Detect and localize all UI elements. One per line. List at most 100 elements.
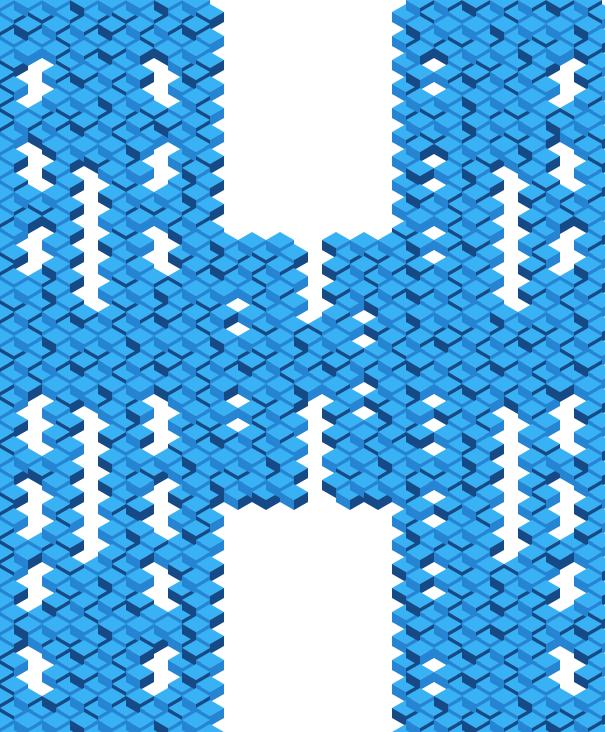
cube-left-face	[406, 72, 420, 90]
cube-right-face	[420, 72, 434, 90]
cube-left-face	[434, 384, 448, 402]
cube-left-face	[406, 528, 420, 546]
cube-right-face	[210, 516, 224, 534]
cube-left-face	[42, 0, 56, 18]
cube-left-face	[126, 24, 140, 42]
cube	[14, 448, 42, 474]
cube-left-face	[182, 360, 196, 378]
cube-left-face	[322, 288, 336, 306]
cube-left-face	[70, 96, 84, 114]
cube-right-face	[490, 204, 504, 222]
cube-right-face	[294, 300, 308, 318]
cube-left-face	[126, 216, 140, 234]
cube-left-face	[182, 696, 196, 714]
cube-top-face	[154, 0, 182, 8]
cube-right-face	[602, 258, 605, 270]
cube-left-face	[182, 672, 196, 690]
cube-left-face	[182, 192, 196, 210]
cube-right-face	[350, 396, 364, 414]
cube-top-face	[0, 472, 14, 488]
cube-left-face	[462, 576, 476, 594]
cube-top-face	[42, 0, 70, 8]
cube-left-face	[182, 336, 196, 354]
cube-left-face	[322, 312, 336, 330]
cube-right-face	[140, 552, 154, 570]
cube-right-face	[140, 576, 154, 594]
cube-left-face	[462, 480, 476, 498]
cube	[126, 232, 154, 258]
cube	[126, 376, 154, 402]
cube-left-face	[518, 336, 532, 354]
cube-left-face	[168, 516, 182, 534]
cube	[14, 208, 42, 234]
cube-left-face	[42, 240, 56, 258]
cube-left-face	[168, 156, 182, 174]
cube-right-face	[238, 492, 252, 510]
cube-right-face	[14, 228, 28, 246]
cube-right-face	[14, 564, 28, 582]
cube-left-face	[518, 24, 532, 42]
cube	[406, 40, 434, 66]
cube-left-face	[168, 396, 182, 414]
cube	[210, 280, 238, 306]
cube-left-face	[574, 72, 588, 90]
cube-left-face	[252, 492, 266, 510]
cube-left-face	[98, 552, 112, 570]
cube-left-face	[574, 648, 588, 666]
cube-right-face	[560, 552, 574, 570]
cube-left-face	[14, 720, 28, 732]
cube-left-face	[70, 384, 84, 402]
cube-left-face	[42, 24, 56, 42]
cube-left-face	[42, 96, 56, 114]
cube	[294, 376, 322, 402]
cube-left-face	[98, 0, 112, 18]
cube-right-face	[210, 84, 224, 102]
cube-right-face	[602, 546, 605, 558]
cube-right-face	[546, 84, 560, 102]
cube-left-face	[406, 648, 420, 666]
cube-left-face	[98, 408, 112, 426]
cube-left-face	[546, 120, 560, 138]
cube-right-face	[294, 420, 308, 438]
cube-right-face	[70, 252, 84, 270]
cube-left-face	[518, 0, 532, 18]
cube-left-face	[462, 504, 476, 522]
cube-top-face	[588, 268, 605, 284]
cube-right-face	[602, 402, 605, 414]
cube-right-face	[210, 108, 224, 126]
cube-top-face	[588, 244, 605, 260]
cube-left-face	[574, 288, 588, 306]
cube	[98, 16, 126, 42]
cube-right-face	[602, 570, 605, 582]
cube-left-face	[392, 636, 406, 654]
cube-right-face	[70, 228, 84, 246]
cube-left-face	[434, 648, 448, 666]
cube-right-face	[140, 504, 154, 522]
cube-left-face	[406, 360, 420, 378]
cube-left-face	[98, 264, 112, 282]
cube-right-face	[420, 576, 434, 594]
cube-top-face	[0, 232, 14, 248]
cube-right-face	[70, 540, 84, 558]
cube	[42, 328, 70, 354]
cube-right-face	[294, 468, 308, 486]
cube-left-face	[574, 552, 588, 570]
cube-left-face	[364, 492, 378, 510]
cube-top-face	[0, 400, 14, 416]
cube-right-face	[140, 72, 154, 90]
cube-left-face	[42, 600, 56, 618]
cube-right-face	[70, 396, 84, 414]
cube-left-face	[406, 168, 420, 186]
cube-left-face	[462, 264, 476, 282]
cube-left-face	[238, 456, 252, 474]
cube	[182, 520, 210, 546]
cube-top-face	[588, 388, 605, 404]
cube-left-face	[42, 696, 56, 714]
cube-left-face	[574, 480, 588, 498]
cube-left-face	[98, 384, 112, 402]
cube-right-face	[602, 186, 605, 198]
cube	[588, 724, 605, 732]
cube-left-face	[182, 0, 196, 18]
cube-left-face	[70, 144, 84, 162]
cube-left-face	[168, 252, 182, 270]
